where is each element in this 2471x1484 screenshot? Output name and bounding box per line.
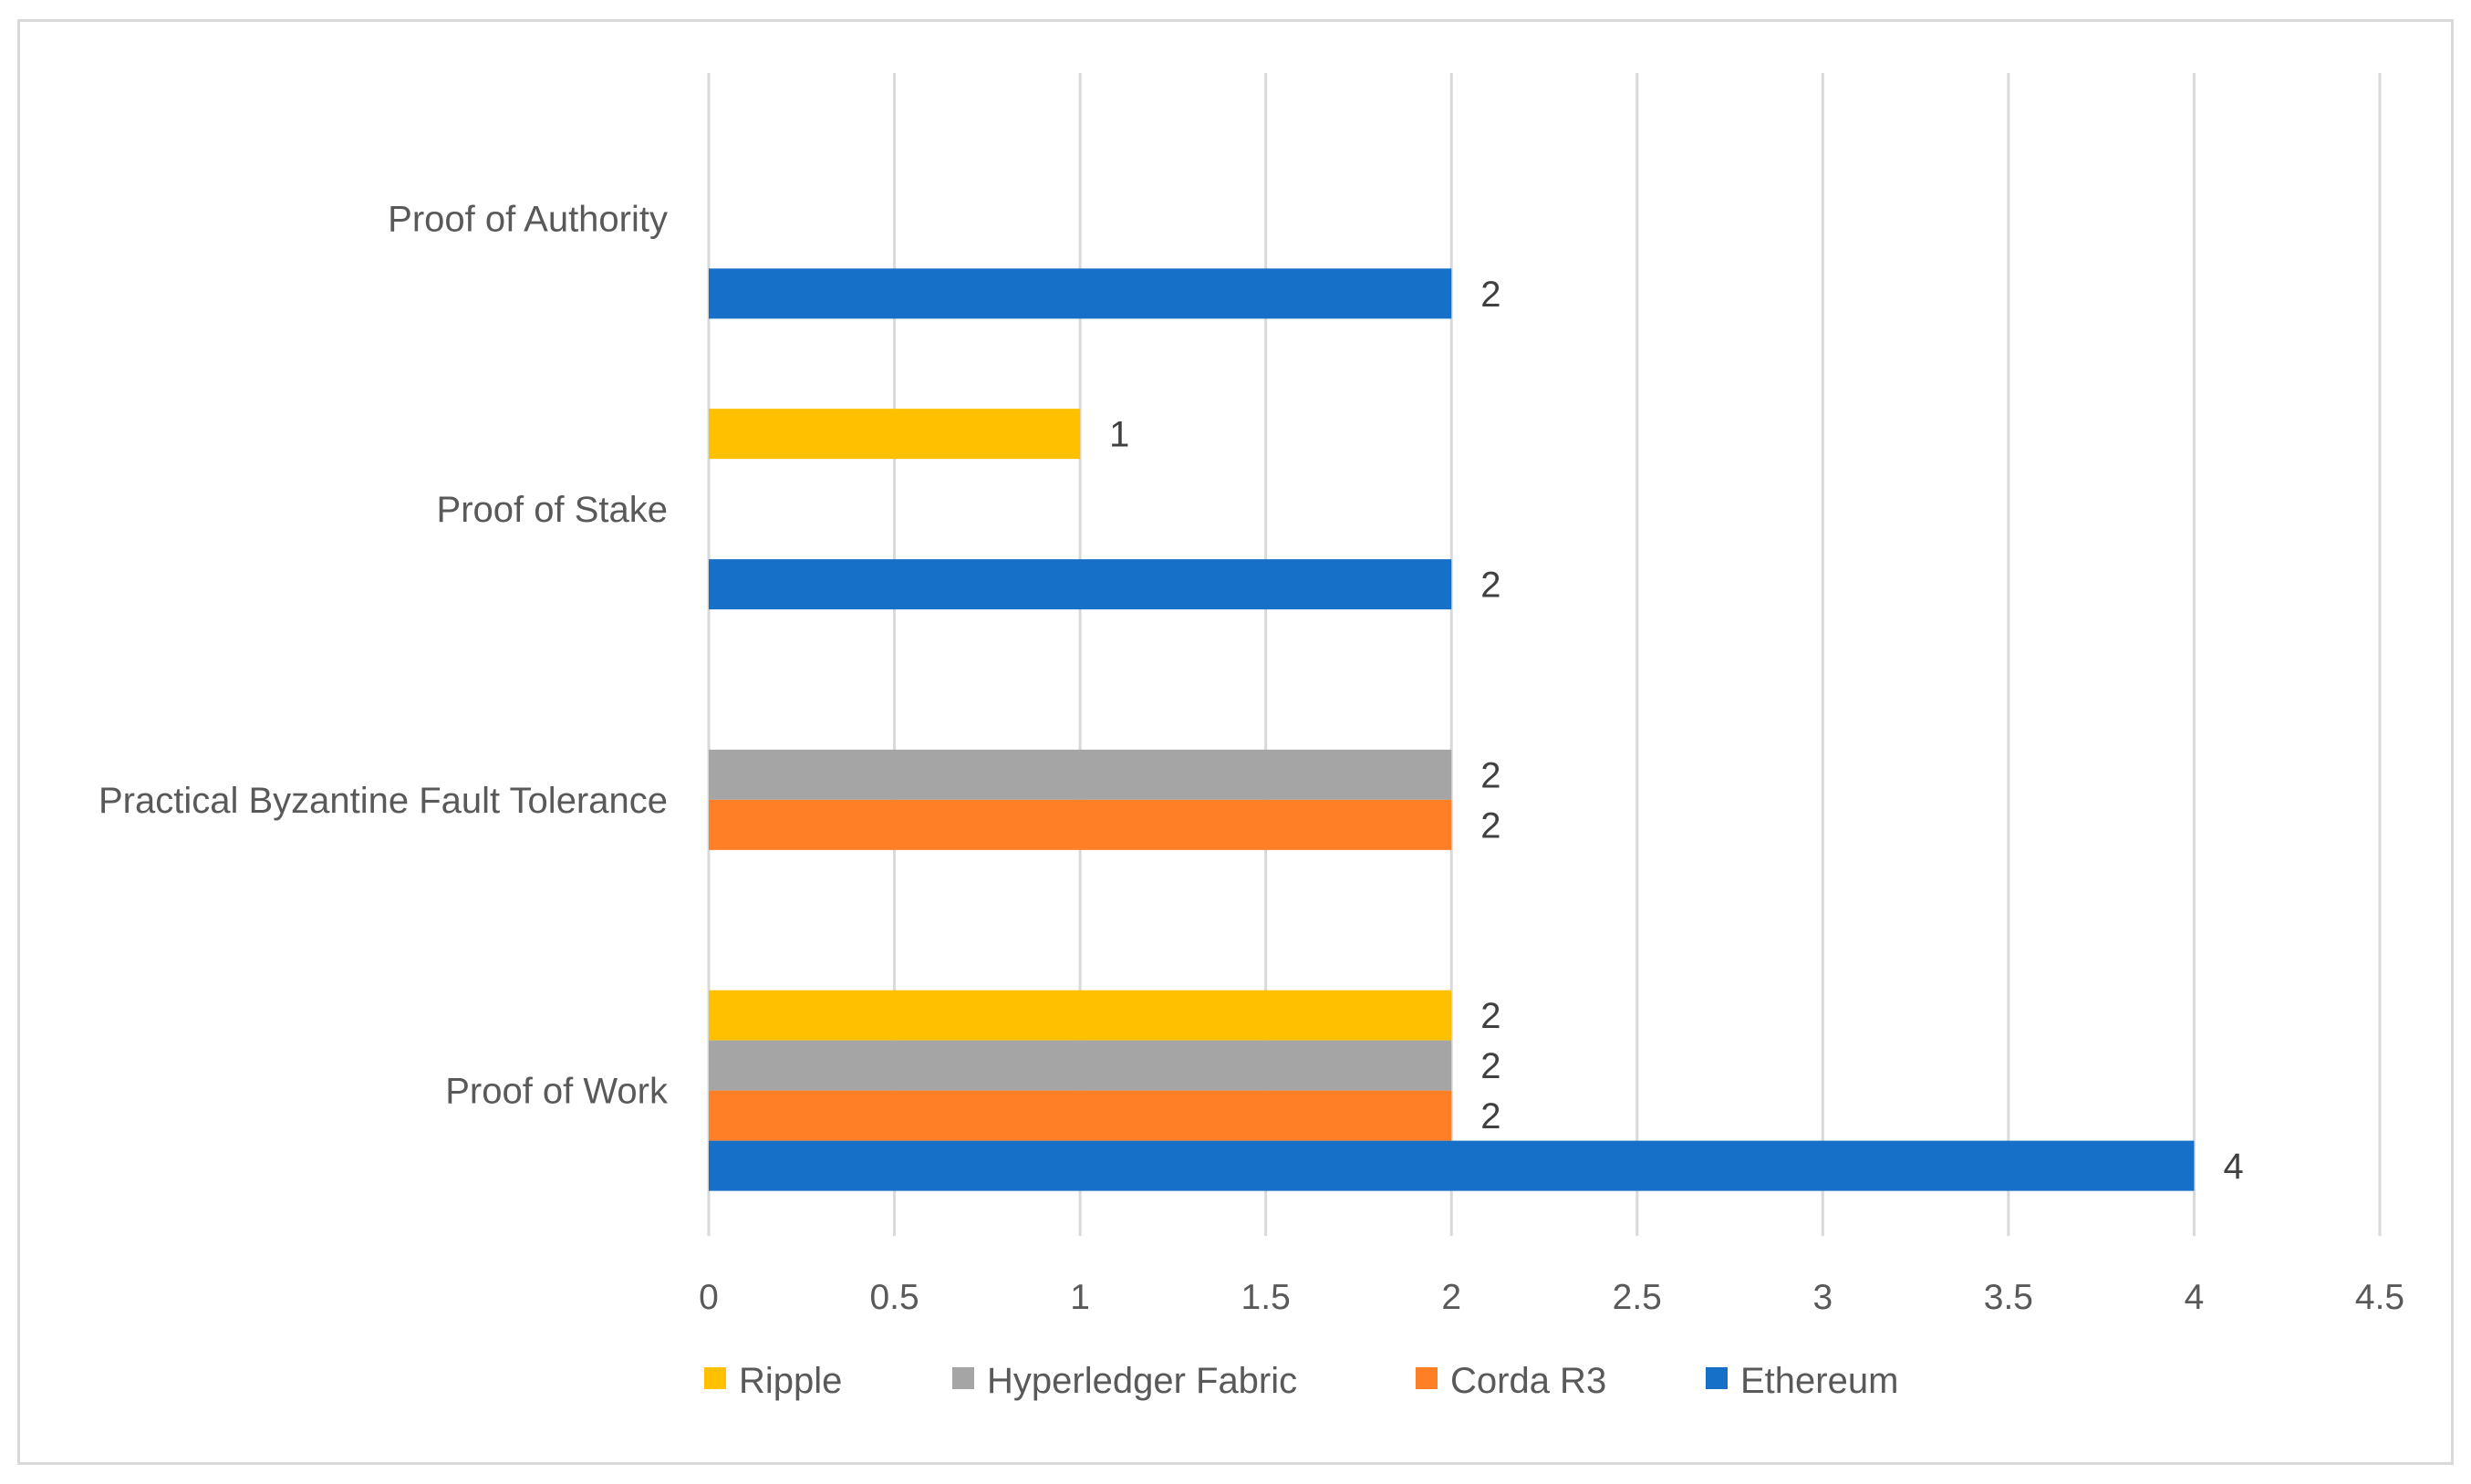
data-label-corda-r3-practical-byzantine-fault-tolerance: 2 [1480,805,1500,846]
data-label-ethereum-proof-of-stake: 2 [1480,566,1500,606]
legend-label-corda-r3: Corda R3 [1450,1361,1606,1401]
category-label-proof-of-work: Proof of Work [445,1072,669,1112]
legend-swatch-corda-r3 [1416,1367,1438,1389]
category-axis: Proof of Work Practical Byzantine Fault T… [99,199,669,1111]
category-label-proof-of-authority: Proof of Authority [388,199,668,239]
data-labels: 2 2 2 4 2 2 1 2 2 [1109,275,2244,1187]
bar-hyperledger-fabric-practical-byzantine-fault-tolerance [709,749,1452,800]
chart-frame [17,19,2454,1465]
data-label-ethereum-proof-of-work: 4 [2223,1147,2243,1187]
value-axis: 0 0.5 1 1.5 2 2.5 3 3.5 4 4.5 [699,1278,2404,1317]
x-tick-label-1: 1 [1070,1278,1090,1317]
x-tick-label-4-5: 4.5 [2355,1278,2404,1317]
x-tick-label-2: 2 [1441,1278,1461,1317]
data-label-ripple-proof-of-stake: 1 [1109,415,1129,455]
bar-hyperledger-fabric-proof-of-work [709,1040,1452,1091]
data-label-hyperledger-fabric-proof-of-work: 2 [1480,1046,1500,1086]
legend-swatch-ethereum [1706,1367,1728,1389]
bar-corda-r3-practical-byzantine-fault-tolerance [709,799,1452,850]
x-tick-label-3-5: 3.5 [1984,1278,2033,1317]
legend-swatch-hyperledger-fabric [952,1367,974,1389]
data-label-ripple-proof-of-work: 2 [1480,996,1500,1036]
x-tick-label-1-5: 1.5 [1241,1278,1291,1317]
bar-ripple-proof-of-work [709,990,1452,1041]
category-label-practical-byzantine-fault-tolerance: Practical Byzantine Fault Tolerance [99,781,668,821]
bars [709,268,2195,1191]
legend-label-hyperledger-fabric: Hyperledger Fabric [987,1361,1297,1401]
x-tick-label-4: 4 [2185,1278,2205,1317]
legend: Ripple Hyperledger Fabric Corda R3 Ethereum [704,1361,1898,1401]
legend-swatch-ripple [704,1367,726,1389]
x-tick-label-0-5: 0.5 [869,1278,919,1317]
x-tick-label-0: 0 [699,1278,719,1317]
legend-label-ethereum: Ethereum [1740,1361,1898,1401]
bar-ethereum-proof-of-stake [709,559,1452,610]
category-label-proof-of-stake: Proof of Stake [437,490,668,530]
bar-ethereum-proof-of-authority [709,268,1452,319]
legend-label-ripple: Ripple [739,1361,842,1401]
x-tick-label-2-5: 2.5 [1613,1278,1662,1317]
data-label-hyperledger-fabric-practical-byzantine-fault-tolerance: 2 [1480,755,1500,795]
bar-corda-r3-proof-of-work [709,1090,1452,1141]
data-label-corda-r3-proof-of-work: 2 [1480,1096,1500,1136]
data-label-ethereum-proof-of-authority: 2 [1480,275,1500,315]
x-tick-label-3: 3 [1812,1278,1832,1317]
bar-ripple-proof-of-stake [709,409,1081,460]
bar-ethereum-proof-of-work [709,1140,2195,1191]
